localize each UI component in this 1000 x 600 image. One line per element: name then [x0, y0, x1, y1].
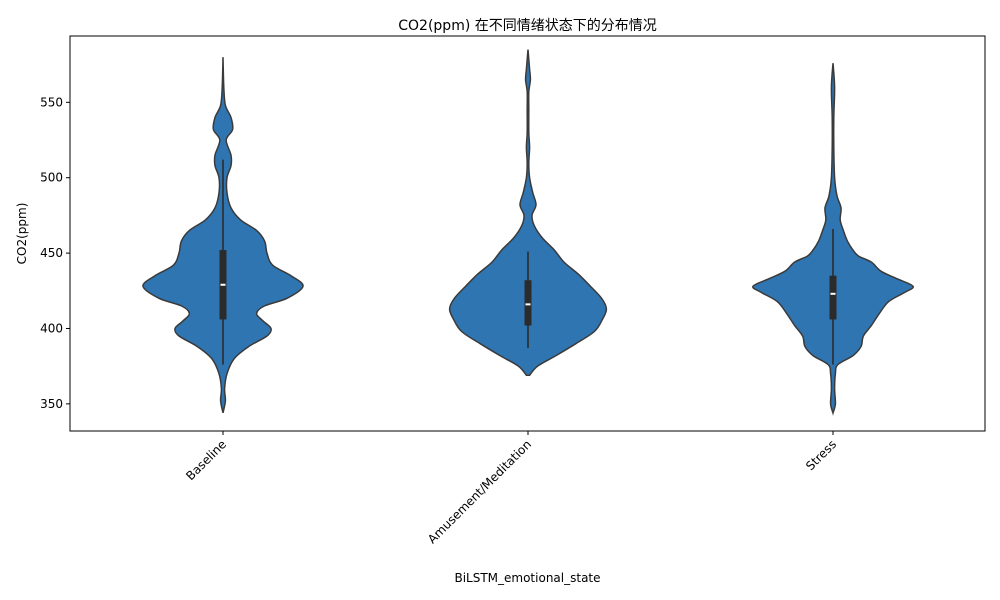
y-tick-label-550: 550 — [40, 95, 63, 109]
x-tick-label-amusement-meditation: Amusement/Meditation — [425, 437, 534, 546]
y-tick-label-450: 450 — [40, 246, 63, 260]
iqr-box-amusement-meditation — [524, 280, 532, 326]
x-axis: Baseline Amusement/Meditation Stress — [183, 431, 839, 546]
violins-group — [142, 49, 914, 416]
chart-title: CO2(ppm) 在不同情绪状态下的分布情况 — [398, 18, 657, 34]
x-tick-label-stress: Stress — [803, 437, 839, 473]
y-tick-label-500: 500 — [40, 171, 63, 185]
violin-amusement-meditation — [448, 49, 608, 376]
y-axis: 350 400 450 500 550 — [40, 95, 70, 411]
x-axis-label: BiLSTM_emotional_state — [454, 571, 600, 585]
y-tick-label-350: 350 — [40, 397, 63, 411]
y-axis-label: CO2(ppm) — [15, 203, 29, 265]
iqr-box-stress — [829, 275, 837, 320]
x-tick-label-baseline: Baseline — [183, 437, 229, 483]
y-tick-label-400: 400 — [40, 321, 63, 335]
